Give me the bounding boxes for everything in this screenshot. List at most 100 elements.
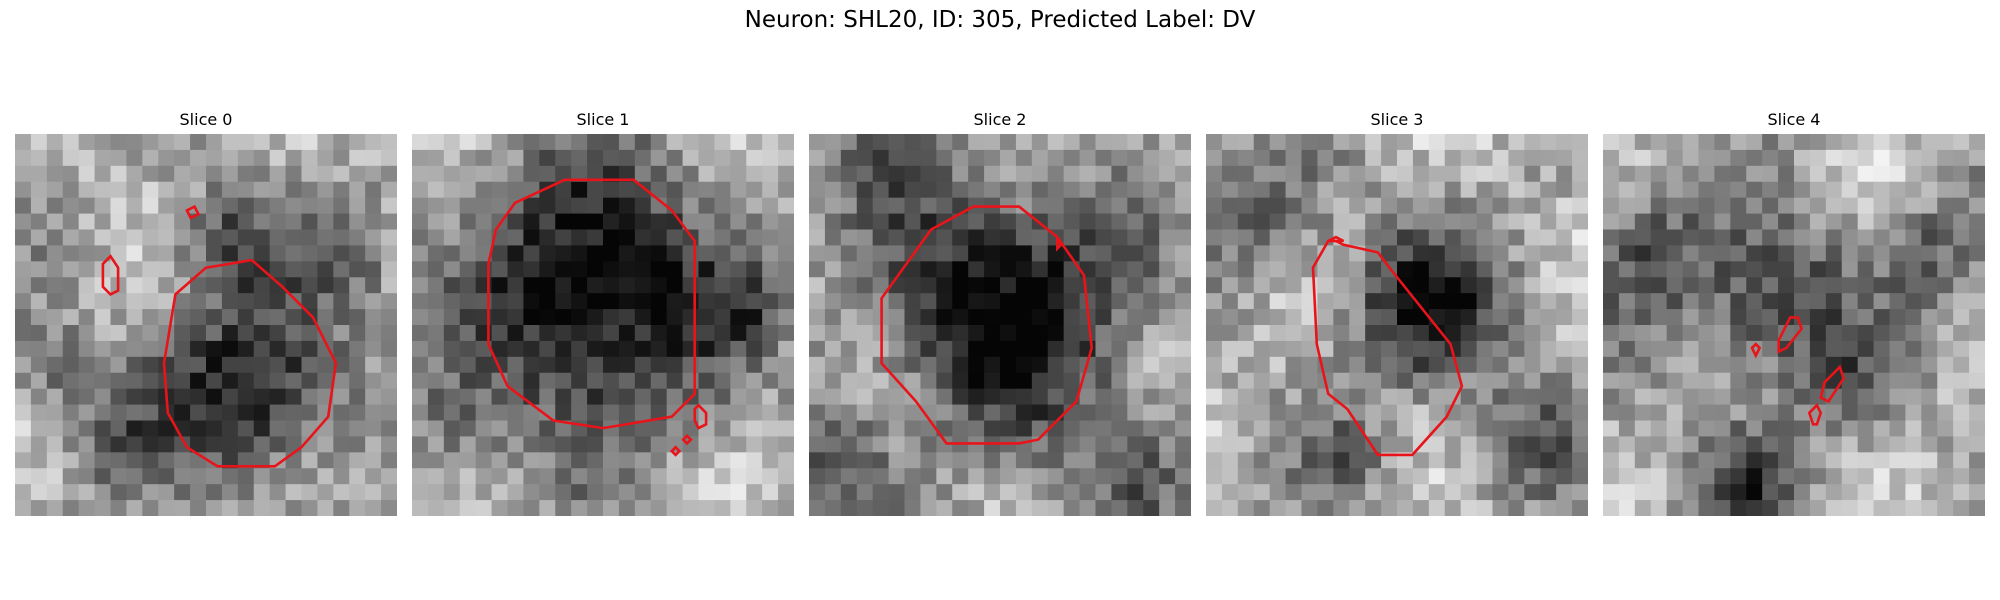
pixel — [443, 309, 461, 326]
pixel — [1175, 372, 1191, 390]
pixel — [666, 500, 684, 516]
pixel — [1508, 372, 1525, 390]
pixel — [349, 181, 366, 199]
slice-panel-2: Slice 2 — [809, 110, 1191, 516]
pixel — [1714, 245, 1731, 262]
pixel — [1921, 372, 1938, 390]
pixel — [1476, 452, 1494, 469]
pixel — [1412, 245, 1430, 262]
pixel — [1349, 293, 1366, 310]
pixel — [968, 229, 985, 247]
pixel — [1603, 213, 1620, 231]
pixel — [459, 245, 477, 262]
pixel — [110, 293, 128, 310]
pixel — [110, 372, 128, 390]
pixel — [1540, 356, 1557, 374]
pixel — [1015, 500, 1033, 516]
pixel — [1698, 468, 1716, 485]
pixel — [237, 388, 255, 406]
pixel — [1237, 484, 1255, 501]
pixel — [1634, 261, 1652, 278]
pixel — [301, 213, 319, 231]
pixel — [1015, 468, 1033, 485]
pixel — [1714, 181, 1731, 199]
pixel — [221, 404, 239, 422]
pixel — [1015, 213, 1033, 231]
pixel — [1905, 340, 1922, 358]
pixel — [1253, 420, 1271, 438]
pixel — [1381, 340, 1398, 358]
pixel — [221, 149, 239, 167]
pixel — [237, 309, 255, 326]
pixel — [1237, 388, 1255, 406]
pixel — [1953, 404, 1970, 422]
pixel — [285, 277, 303, 294]
pixel — [1047, 484, 1065, 501]
pixel — [1047, 245, 1065, 262]
pixel — [1841, 309, 1859, 326]
pixel — [746, 197, 763, 215]
pixel — [1969, 372, 1985, 390]
pixel — [301, 229, 319, 247]
pixel — [46, 229, 64, 247]
pixel — [809, 325, 826, 342]
pixel — [1079, 277, 1097, 294]
pixel — [190, 436, 207, 453]
pixel — [1634, 277, 1652, 294]
pixel — [126, 277, 143, 294]
pixel — [1809, 468, 1827, 485]
pixel — [778, 372, 794, 390]
pixel — [904, 420, 922, 438]
pixel — [682, 245, 700, 262]
neuron-contour — [681, 433, 693, 446]
pixel — [1476, 372, 1494, 390]
pixel — [603, 309, 620, 326]
pixel — [1206, 149, 1223, 167]
pixel — [1921, 165, 1938, 183]
pixel — [142, 309, 159, 326]
pixel — [1127, 325, 1144, 342]
pixel — [1937, 245, 1954, 262]
pixel — [1015, 293, 1033, 310]
pixel — [142, 149, 159, 167]
pixel — [1127, 452, 1144, 469]
pixel — [1809, 149, 1827, 167]
pixel — [1937, 340, 1954, 358]
pixel — [190, 293, 207, 310]
pixel — [1540, 404, 1557, 422]
pixel — [1889, 165, 1907, 183]
pixel — [872, 229, 890, 247]
pixel — [555, 309, 572, 326]
pixel — [110, 197, 128, 215]
pixel — [682, 436, 700, 453]
pixel — [301, 340, 319, 358]
pixel — [427, 372, 445, 390]
pixel — [968, 293, 985, 310]
pixel — [984, 356, 1001, 374]
pixel — [1047, 325, 1065, 342]
pixel — [142, 261, 159, 278]
pixel — [936, 325, 953, 342]
pixel — [650, 340, 668, 358]
pixel — [475, 436, 493, 453]
pixel — [1508, 245, 1525, 262]
pixel — [1365, 149, 1382, 167]
pixel — [952, 484, 969, 501]
pixel — [142, 277, 159, 294]
pixel — [1460, 468, 1478, 485]
pixel — [1253, 277, 1271, 294]
pixel — [1540, 500, 1557, 516]
pixel — [1317, 340, 1334, 358]
pixel — [1508, 213, 1525, 231]
pixel — [158, 436, 175, 453]
pixel — [1714, 261, 1731, 278]
pixel — [1460, 309, 1478, 326]
pixel — [856, 356, 874, 374]
pixel — [381, 484, 397, 501]
pixel — [1969, 181, 1985, 199]
pixel — [936, 149, 953, 167]
pixel — [1873, 500, 1891, 516]
pixel — [824, 388, 842, 406]
pixel — [698, 436, 716, 453]
pixel — [1159, 245, 1176, 262]
